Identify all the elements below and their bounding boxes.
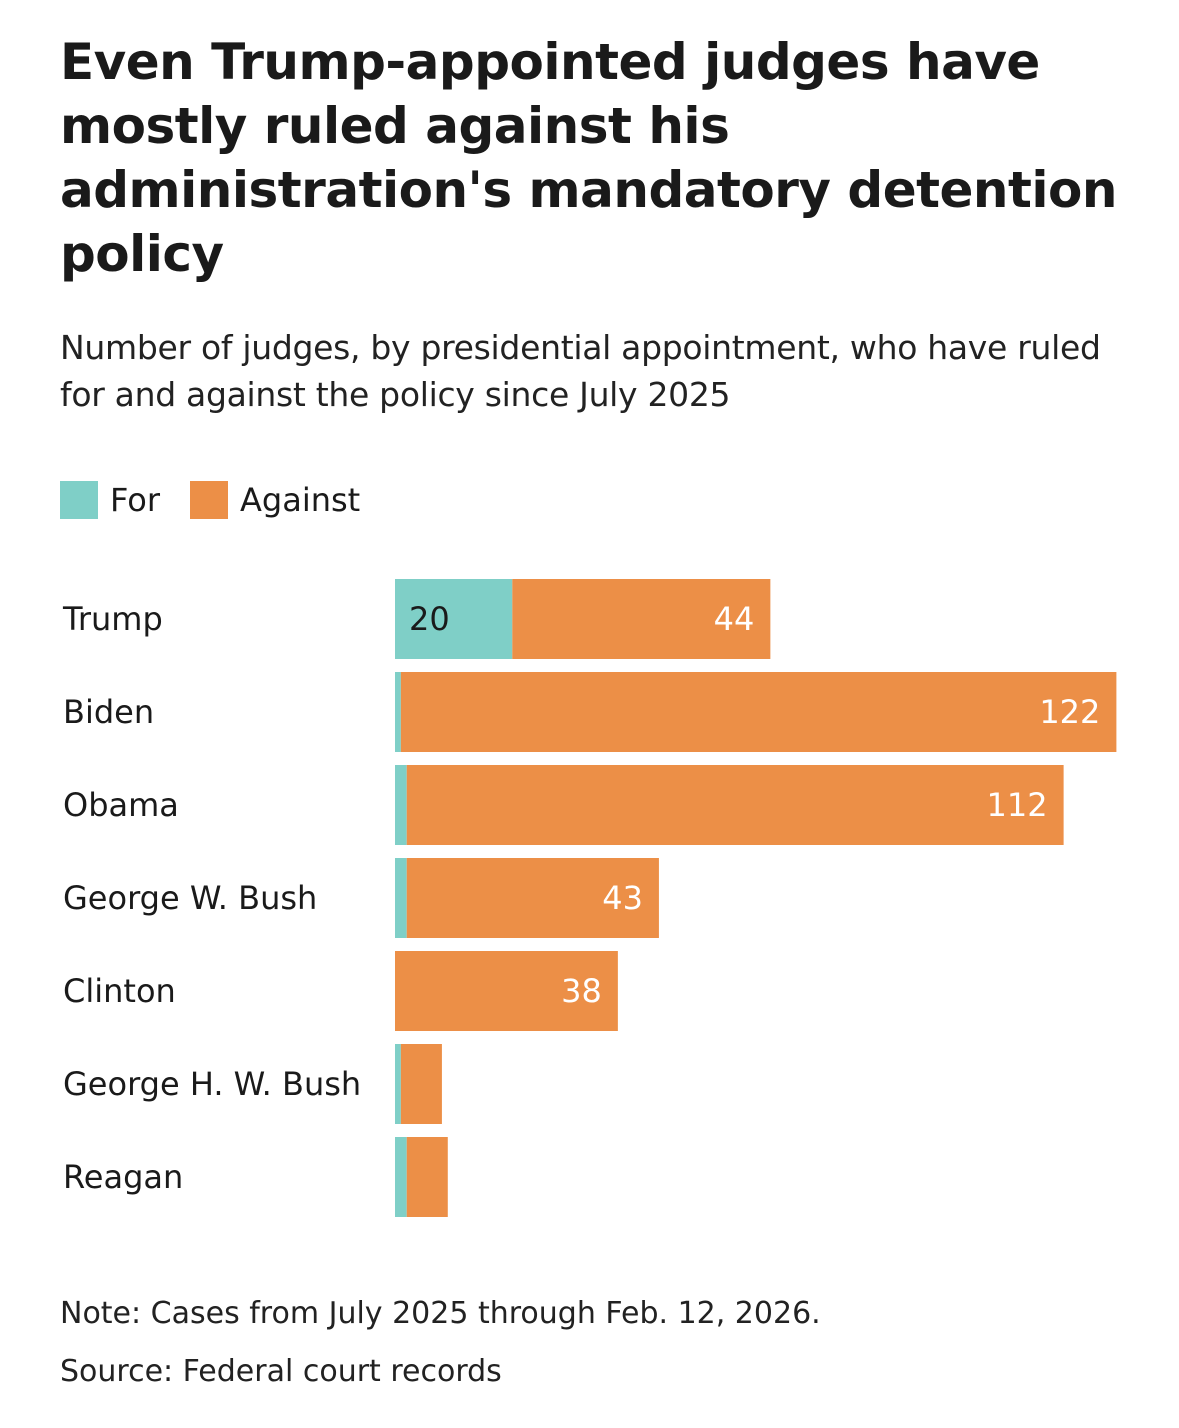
category-label: Trump [62, 600, 163, 638]
category-label: George W. Bush [63, 879, 317, 917]
bar-against [406, 1137, 448, 1217]
value-label-against: 38 [561, 972, 602, 1010]
bar-chart: Trump 20 44 Biden 122 Obama 112 George W. Bush 4… [62, 579, 1117, 1217]
bar-against [400, 672, 1117, 752]
chart-note: Note: Cases from July 2025 through Feb. … [60, 1296, 821, 1331]
bar-against [406, 858, 659, 938]
value-label-against: 122 [1039, 693, 1100, 731]
value-label-against: 112 [987, 786, 1048, 824]
legend-swatch-for [60, 481, 98, 519]
category-label: Biden [63, 693, 154, 731]
legend-label-against: Against [240, 481, 361, 519]
chart-source: Source: Federal court records [60, 1354, 502, 1389]
bar-for [395, 672, 401, 752]
bar-for [395, 1044, 401, 1124]
category-label: Clinton [63, 972, 176, 1010]
bar-against [400, 1044, 442, 1124]
bar-for [395, 579, 513, 659]
bar-for [395, 1137, 407, 1217]
chart-title: Even Trump-appointed judges have mostly … [60, 33, 1118, 283]
legend-item-for: For [60, 481, 160, 519]
bar-for [395, 765, 407, 845]
legend-label-for: For [110, 481, 160, 519]
legend: For Against [60, 481, 390, 519]
category-label: George H. W. Bush [63, 1065, 361, 1103]
bar-against [406, 765, 1064, 845]
bar-for [395, 858, 407, 938]
legend-swatch-against [190, 481, 228, 519]
value-label-for: 20 [409, 600, 450, 638]
category-label: Reagan [63, 1158, 183, 1196]
bar-against [512, 579, 771, 659]
category-label: Obama [63, 786, 179, 824]
value-label-against: 43 [602, 879, 643, 917]
value-label-against: 44 [714, 600, 755, 638]
bar-against [395, 951, 618, 1031]
chart-subtitle: Number of judges, by presidential appoin… [60, 328, 1101, 414]
legend-item-against: Against [190, 481, 360, 519]
